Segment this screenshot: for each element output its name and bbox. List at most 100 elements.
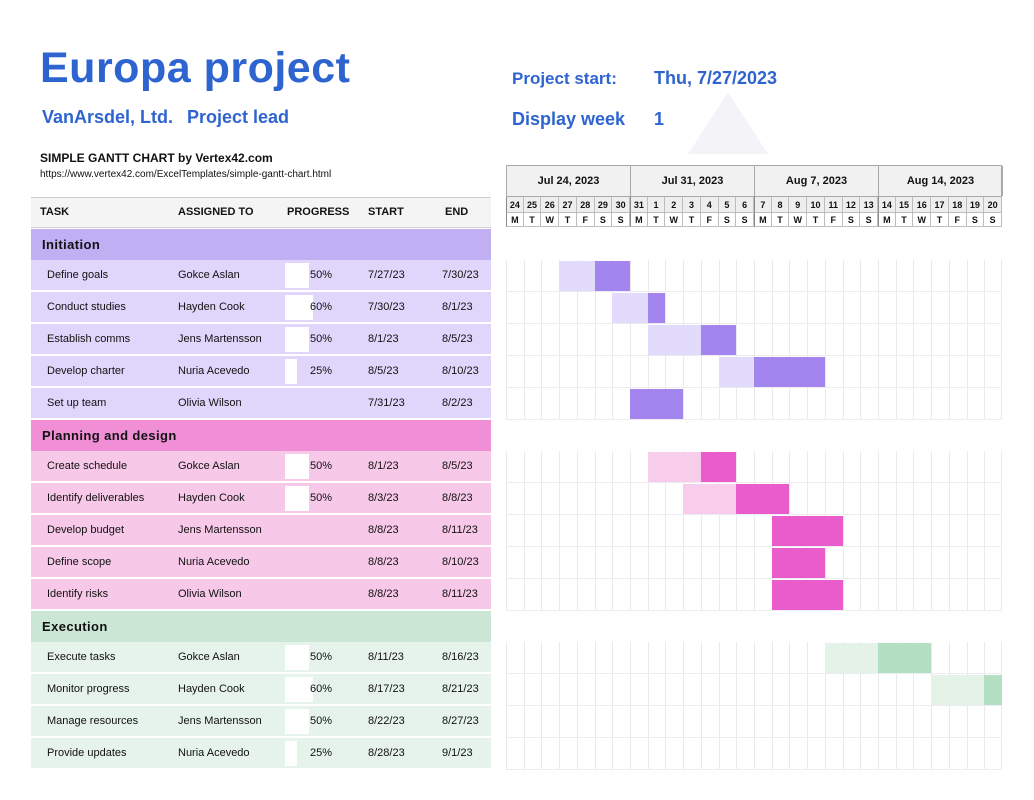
gantt-bar-complete[interactable] [683, 484, 737, 514]
progress-value[interactable]: 50% [309, 715, 332, 727]
table-row[interactable]: Define scope Nuria Acevedo 8/8/23 8/10/23 [31, 547, 491, 579]
table-row[interactable]: Identify deliverables Hayden Cook 8/3/23 8/… [31, 483, 491, 515]
task-name[interactable]: Define goals [47, 269, 109, 281]
assigned-to[interactable]: Hayden Cook [178, 301, 245, 313]
task-name[interactable]: Define scope [47, 556, 112, 568]
gantt-bar[interactable] [771, 516, 843, 546]
project-start-value[interactable]: Thu, 7/27/2023 [654, 68, 778, 88]
week-spinner-arrow-icon[interactable] [688, 92, 768, 154]
gantt-bar[interactable] [594, 261, 630, 291]
gantt-bar[interactable] [700, 325, 737, 355]
template-url-link[interactable]: https://www.vertex42.com/ExcelTemplates/… [40, 169, 332, 180]
task-name[interactable]: Identify deliverables [47, 492, 145, 504]
start-date[interactable]: 8/11/23 [368, 651, 404, 663]
assigned-to[interactable]: Gokce Aslan [178, 269, 240, 281]
end-date[interactable]: 8/11/23 [442, 588, 478, 600]
end-date[interactable]: 7/30/23 [442, 269, 479, 281]
assigned-to[interactable]: Jens Martensson [178, 333, 262, 345]
table-row[interactable]: Monitor progress Hayden Cook 8/17/23 8/21/2… [31, 674, 491, 706]
end-date[interactable]: 8/27/23 [442, 715, 479, 727]
gantt-bar-complete[interactable] [612, 293, 648, 323]
end-date[interactable]: 8/8/23 [442, 492, 473, 504]
gantt-bar-complete[interactable] [824, 643, 878, 673]
task-name[interactable]: Develop budget [47, 524, 125, 536]
start-date[interactable]: 8/8/23 [368, 556, 399, 568]
assigned-to[interactable]: Hayden Cook [178, 492, 245, 504]
assigned-to[interactable]: Olivia Wilson [178, 588, 242, 600]
table-row[interactable]: Establish comms Jens Martensson 8/1/23 8/5/… [31, 324, 491, 356]
gantt-bar[interactable] [630, 389, 684, 419]
start-date[interactable]: 7/30/23 [368, 301, 405, 313]
progress-value[interactable]: 25% [309, 365, 332, 377]
gantt-bar[interactable] [771, 580, 843, 610]
progress-value[interactable]: 50% [309, 333, 332, 345]
end-date[interactable]: 8/5/23 [442, 460, 473, 472]
table-row[interactable]: Identify risks Olivia Wilson 8/8/23 8/11/23 [31, 579, 491, 611]
progress-value[interactable]: 50% [309, 492, 332, 504]
assigned-to[interactable]: Jens Martensson [178, 524, 262, 536]
assigned-to[interactable]: Gokce Aslan [178, 460, 240, 472]
assigned-to[interactable]: Nuria Acevedo [178, 365, 250, 377]
start-date[interactable]: 8/28/23 [368, 747, 405, 759]
start-date[interactable]: 7/31/23 [368, 397, 405, 409]
gantt-bar-complete[interactable] [559, 261, 595, 291]
gantt-bar-complete[interactable] [647, 325, 701, 355]
table-row[interactable]: Conduct studies Hayden Cook 7/30/23 8/1/23 6… [31, 292, 491, 324]
end-date[interactable]: 8/16/23 [442, 651, 479, 663]
gantt-bar-complete[interactable] [647, 452, 701, 482]
table-row[interactable]: Execute tasks Gokce Aslan 8/11/23 8/16/23 50… [31, 642, 491, 674]
table-row[interactable]: Set up team Olivia Wilson 7/31/23 8/2/23 [31, 388, 491, 420]
gantt-bar-complete[interactable] [718, 357, 754, 387]
table-row[interactable]: Manage resources Jens Martensson 8/22/23 8/… [31, 706, 491, 738]
task-name[interactable]: Develop charter [47, 365, 125, 377]
gantt-bar[interactable] [700, 452, 737, 482]
start-date[interactable]: 8/17/23 [368, 683, 405, 695]
task-name[interactable]: Monitor progress [47, 683, 130, 695]
assigned-to[interactable]: Olivia Wilson [178, 397, 242, 409]
end-date[interactable]: 8/10/23 [442, 556, 479, 568]
task-name[interactable]: Conduct studies [47, 301, 126, 313]
display-week-value[interactable]: 1 [654, 109, 665, 129]
task-name[interactable]: Set up team [47, 397, 107, 409]
start-date[interactable]: 8/22/23 [368, 715, 405, 727]
start-date[interactable]: 8/3/23 [368, 492, 399, 504]
progress-value[interactable]: 25% [309, 747, 332, 759]
end-date[interactable]: 8/11/23 [442, 524, 478, 536]
end-date[interactable]: 8/1/23 [442, 301, 473, 313]
start-date[interactable]: 7/27/23 [368, 269, 405, 281]
end-date[interactable]: 9/1/23 [442, 747, 473, 759]
table-row[interactable]: Create schedule Gokce Aslan 8/1/23 8/5/23 50… [31, 451, 491, 483]
table-row[interactable]: Develop charter Nuria Acevedo 8/5/23 8/10/2… [31, 356, 491, 388]
table-row[interactable]: Define goals Gokce Aslan 7/27/23 7/30/23 50% [31, 260, 491, 292]
end-date[interactable]: 8/10/23 [442, 365, 479, 377]
gantt-bar[interactable] [984, 675, 1002, 705]
task-name[interactable]: Establish comms [47, 333, 131, 345]
task-name[interactable]: Manage resources [47, 715, 139, 727]
assigned-to[interactable]: Jens Martensson [178, 715, 262, 727]
start-date[interactable]: 8/1/23 [368, 333, 399, 345]
start-date[interactable]: 8/1/23 [368, 460, 399, 472]
task-name[interactable]: Provide updates [47, 747, 127, 759]
assigned-to[interactable]: Gokce Aslan [178, 651, 240, 663]
progress-value[interactable]: 50% [309, 460, 332, 472]
end-date[interactable]: 8/21/23 [442, 683, 479, 695]
gantt-bar[interactable] [754, 357, 825, 387]
table-row[interactable]: Develop budget Jens Martensson 8/8/23 8/11/… [31, 515, 491, 547]
gantt-bar[interactable] [736, 484, 790, 514]
task-name[interactable]: Identify risks [47, 588, 109, 600]
gantt-bar[interactable] [771, 548, 825, 578]
progress-value[interactable]: 50% [309, 651, 332, 663]
gantt-bar[interactable] [878, 643, 932, 673]
assigned-to[interactable]: Nuria Acevedo [178, 747, 250, 759]
end-date[interactable]: 8/5/23 [442, 333, 473, 345]
task-name[interactable]: Execute tasks [47, 651, 116, 663]
progress-value[interactable]: 50% [309, 269, 332, 281]
assigned-to[interactable]: Hayden Cook [178, 683, 245, 695]
start-date[interactable]: 8/5/23 [368, 365, 399, 377]
assigned-to[interactable]: Nuria Acevedo [178, 556, 250, 568]
task-name[interactable]: Create schedule [47, 460, 128, 472]
end-date[interactable]: 8/2/23 [442, 397, 473, 409]
gantt-bar-complete[interactable] [931, 675, 985, 705]
progress-value[interactable]: 60% [309, 683, 332, 695]
start-date[interactable]: 8/8/23 [368, 588, 399, 600]
